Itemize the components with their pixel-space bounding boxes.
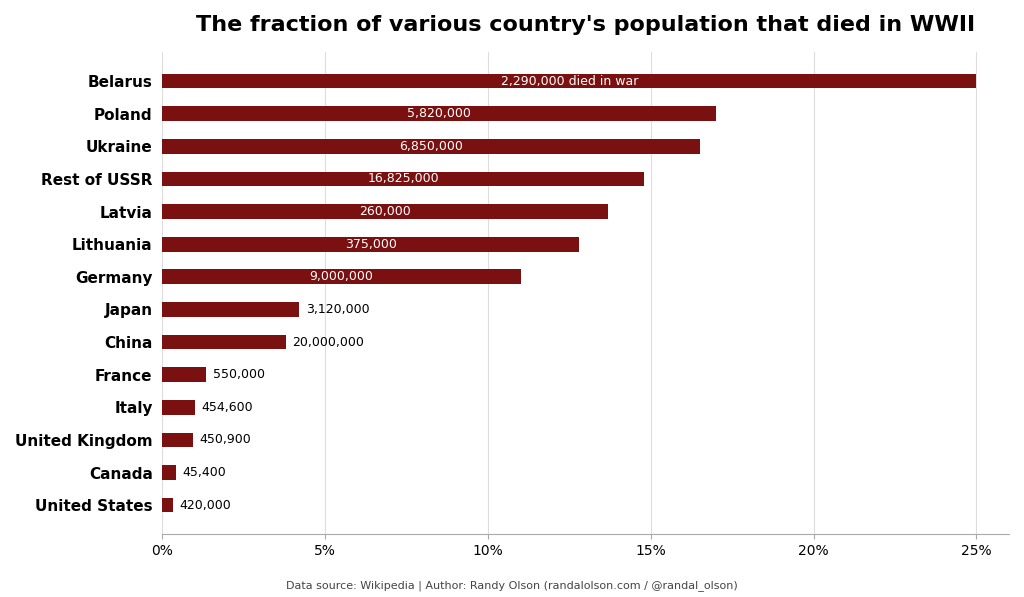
Text: 3,120,000: 3,120,000 [305, 303, 370, 316]
Bar [163, 498, 173, 512]
Text: 260,000: 260,000 [359, 205, 412, 218]
Bar [163, 465, 176, 480]
Text: 454,600: 454,600 [202, 401, 253, 414]
Text: 375,000: 375,000 [345, 238, 396, 251]
Bar [163, 204, 608, 219]
Text: 550,000: 550,000 [213, 368, 265, 381]
Bar [163, 367, 206, 382]
Text: 2,290,000 died in war: 2,290,000 died in war [501, 75, 638, 88]
Bar [163, 139, 699, 153]
Text: 9,000,000: 9,000,000 [309, 270, 374, 284]
Bar [163, 335, 286, 349]
Text: 45,400: 45,400 [182, 466, 226, 479]
Bar [163, 400, 195, 414]
Text: 450,900: 450,900 [200, 433, 251, 447]
Bar [163, 106, 716, 121]
Text: 420,000: 420,000 [179, 498, 231, 512]
Bar [163, 237, 580, 251]
Text: 20,000,000: 20,000,000 [293, 336, 365, 349]
Text: 5,820,000: 5,820,000 [408, 107, 471, 120]
Bar [163, 74, 977, 88]
Bar [163, 269, 520, 284]
Text: Data source: Wikipedia | Author: Randy Olson (randalolson.com / @randal_olson): Data source: Wikipedia | Author: Randy O… [286, 580, 738, 591]
Bar [163, 302, 299, 317]
Title: The fraction of various country's population that died in WWII: The fraction of various country's popula… [197, 15, 975, 35]
Text: 16,825,000: 16,825,000 [368, 173, 439, 186]
Text: 6,850,000: 6,850,000 [399, 140, 463, 153]
Bar [163, 171, 644, 186]
Bar [163, 433, 193, 447]
